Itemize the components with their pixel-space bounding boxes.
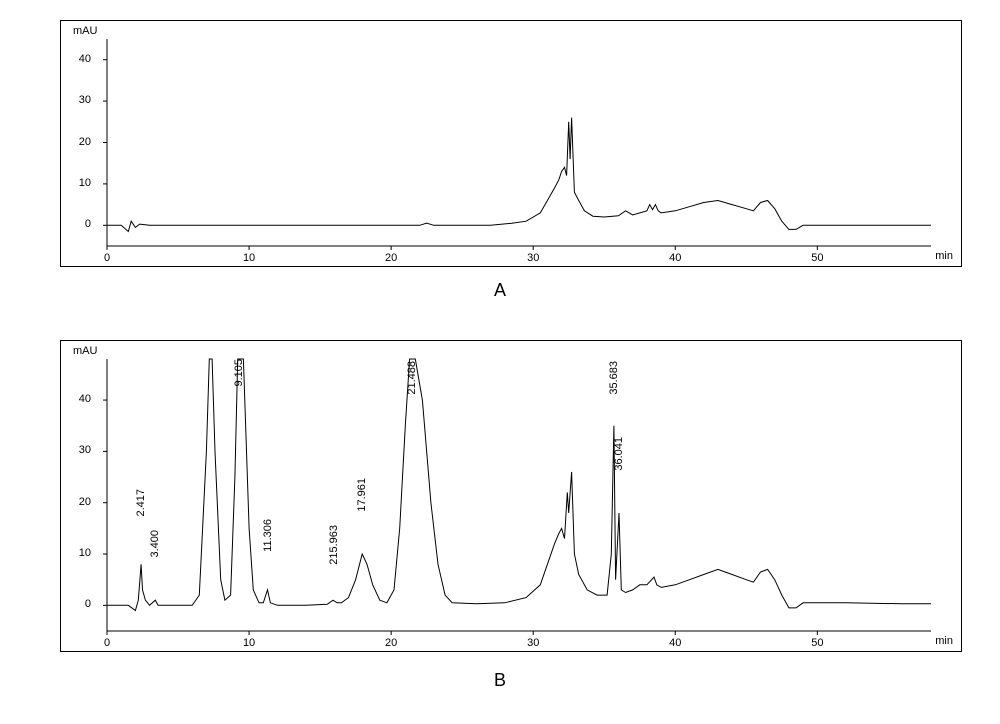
y-tick-label: 10 xyxy=(67,177,91,189)
peak-rt-label: 215.963 xyxy=(328,525,340,565)
x-tick-label: 40 xyxy=(663,252,687,264)
y-tick-label: 0 xyxy=(67,218,91,230)
panel-b-label: B xyxy=(494,670,506,691)
y-tick-label: 20 xyxy=(67,136,91,148)
x-tick-label: 0 xyxy=(95,252,119,264)
peak-rt-label: 35.683 xyxy=(608,361,620,395)
y-tick-label: 30 xyxy=(67,444,91,456)
panel-a: mAU min 01020304001020304050 xyxy=(60,20,962,267)
x-tick-label: 30 xyxy=(521,637,545,649)
panel-b-plot xyxy=(61,341,961,651)
peak-rt-label: 2.417 xyxy=(135,489,147,517)
x-tick-label: 10 xyxy=(237,637,261,649)
y-tick-label: 20 xyxy=(67,496,91,508)
chromatogram-figure: mAU min 01020304001020304050 A mAU min 0… xyxy=(0,0,1000,724)
peak-rt-label: 17.961 xyxy=(356,478,368,512)
y-tick-label: 40 xyxy=(67,393,91,405)
x-tick-label: 20 xyxy=(379,252,403,264)
panel-b: mAU min 01020304001020304050 2.4173.4001… xyxy=(60,340,962,652)
panel-a-label: A xyxy=(494,280,506,301)
x-tick-label: 30 xyxy=(521,252,545,264)
peak-rt-label: 3.400 xyxy=(149,530,161,558)
x-tick-label: 20 xyxy=(379,637,403,649)
peak-rt-label: 21.488 xyxy=(406,361,418,395)
panel-a-plot xyxy=(61,21,961,266)
y-tick-label: 30 xyxy=(67,94,91,106)
x-tick-label: 0 xyxy=(95,637,119,649)
y-tick-label: 40 xyxy=(67,53,91,65)
x-tick-label: 10 xyxy=(237,252,261,264)
x-tick-label: 50 xyxy=(805,252,829,264)
peak-rt-label: 11.306 xyxy=(262,519,274,552)
x-tick-label: 50 xyxy=(805,637,829,649)
y-tick-label: 10 xyxy=(67,547,91,559)
y-tick-label: 0 xyxy=(67,598,91,610)
x-tick-label: 40 xyxy=(663,637,687,649)
peak-rt-label: 36.041 xyxy=(613,437,625,471)
peak-rt-label: 9.105 xyxy=(233,359,245,387)
